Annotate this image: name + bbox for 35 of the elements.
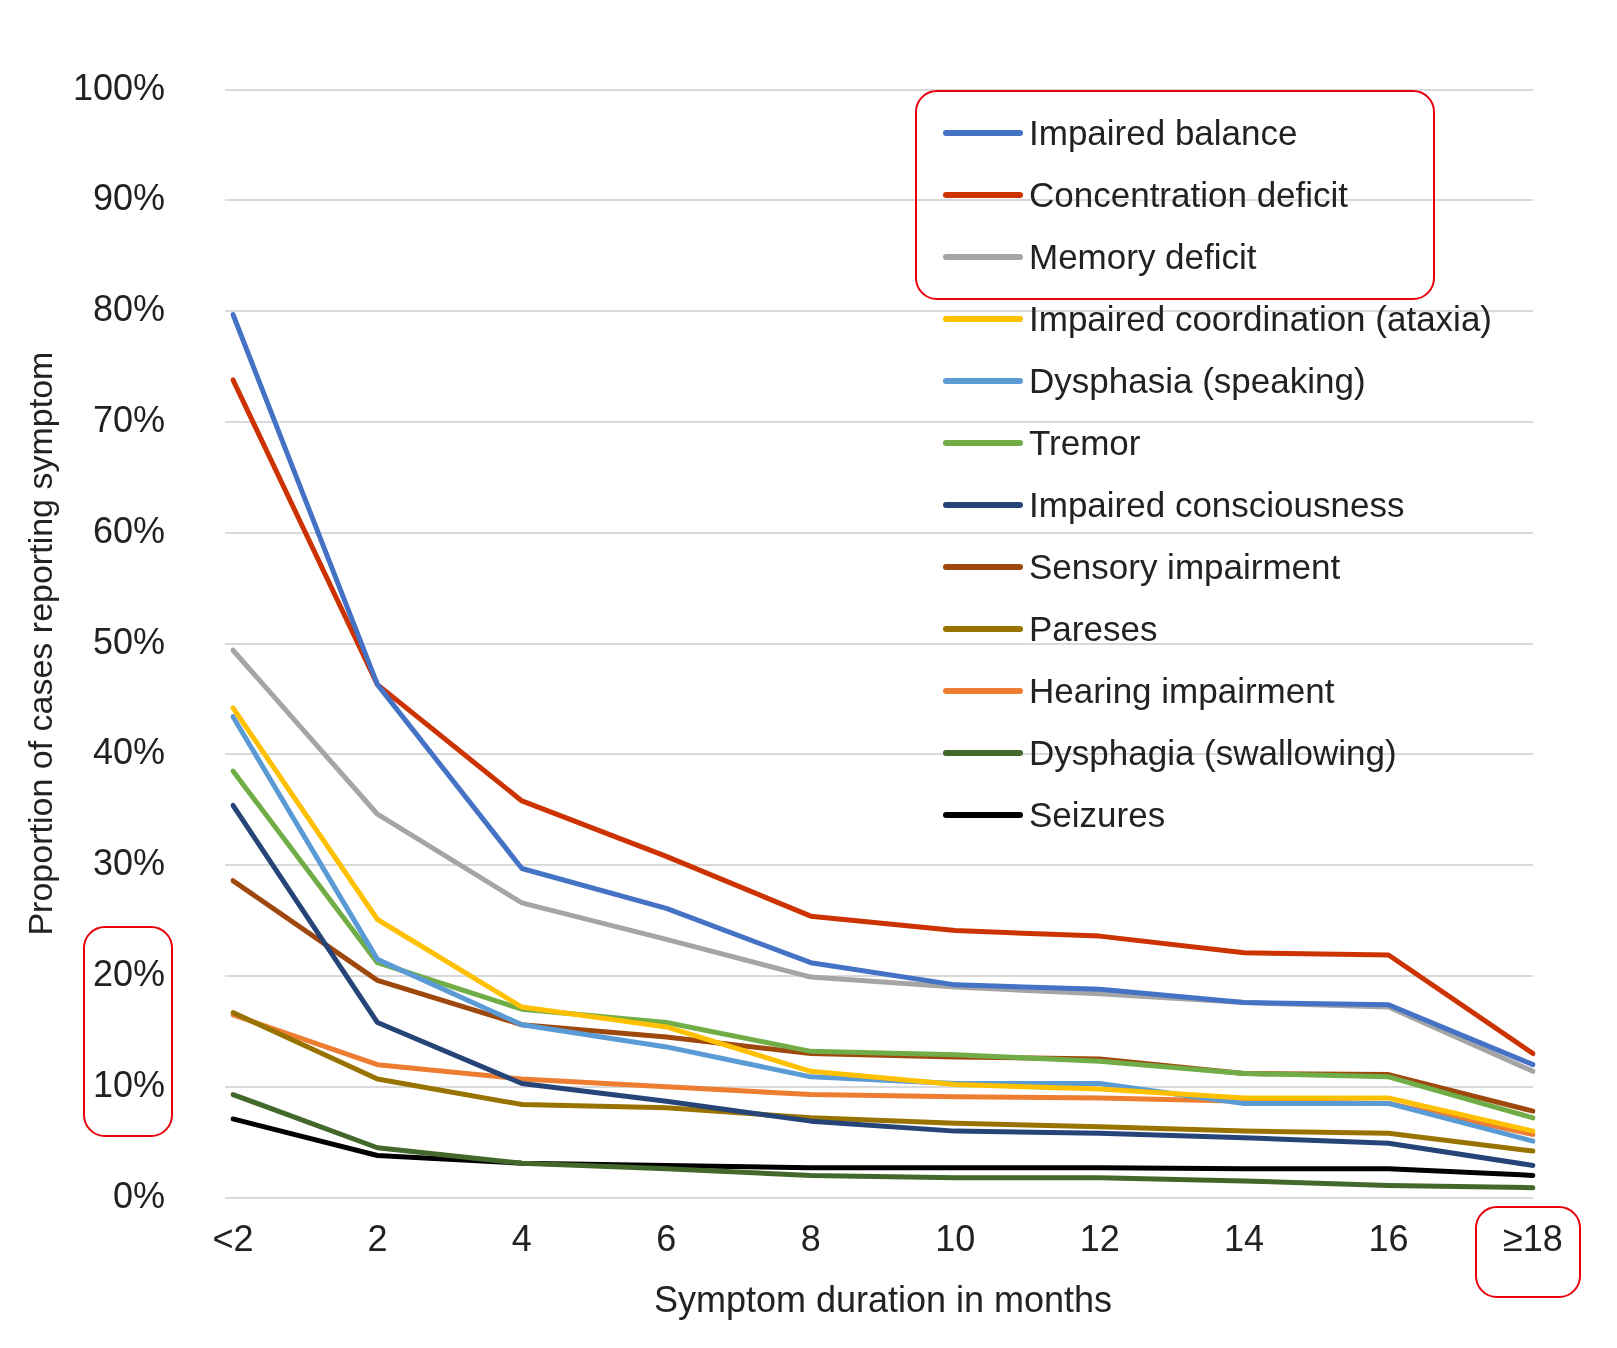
legend-label: Sensory impairment — [1029, 546, 1341, 587]
legend-label: Impaired balance — [1029, 112, 1298, 153]
x-tick-label: ≥18 — [1503, 1218, 1563, 1260]
x-tick-label: 12 — [1079, 1218, 1120, 1260]
x-tick-label: 2 — [367, 1218, 388, 1260]
legend-label: Memory deficit — [1029, 236, 1257, 277]
legend-label: Concentration deficit — [1029, 174, 1349, 215]
legend-label: Impaired consciousness — [1029, 484, 1405, 525]
x-tick-label: <2 — [212, 1218, 254, 1260]
legend-label: Impaired coordination (ataxia) — [1029, 298, 1493, 339]
y-axis-title: Proportion of cases reporting symptom — [20, 351, 59, 936]
x-tick-label: 10 — [935, 1218, 976, 1260]
y-tick-label: 90% — [92, 177, 165, 219]
y-tick-label: 30% — [92, 842, 165, 884]
legend-label: Seizures — [1029, 794, 1166, 835]
legend-label: Pareses — [1029, 608, 1158, 649]
x-tick-label: 4 — [511, 1218, 532, 1260]
x-tick-label: 6 — [656, 1218, 677, 1260]
x-tick-label: 14 — [1224, 1218, 1265, 1260]
y-tick-label: 10% — [92, 1063, 165, 1105]
x-axis-title: Symptom duration in months — [653, 1279, 1113, 1321]
x-tick-label: 8 — [800, 1218, 821, 1260]
y-tick-label: 70% — [92, 398, 165, 440]
legend-label: Dysphagia (swallowing) — [1029, 732, 1397, 773]
legend-label: Hearing impairment — [1029, 670, 1335, 711]
x-tick-label: 16 — [1368, 1218, 1409, 1260]
y-tick-label: 20% — [92, 952, 165, 994]
y-tick-label: 0% — [112, 1174, 165, 1216]
y-tick-label: 40% — [92, 731, 165, 773]
y-tick-label: 80% — [92, 288, 165, 330]
y-tick-label: 50% — [92, 620, 165, 662]
legend-label: Dysphasia (speaking) — [1029, 360, 1366, 401]
legend-label: Tremor — [1029, 422, 1141, 463]
y-tick-label: 60% — [92, 509, 165, 551]
y-tick-label: 100% — [72, 66, 165, 108]
